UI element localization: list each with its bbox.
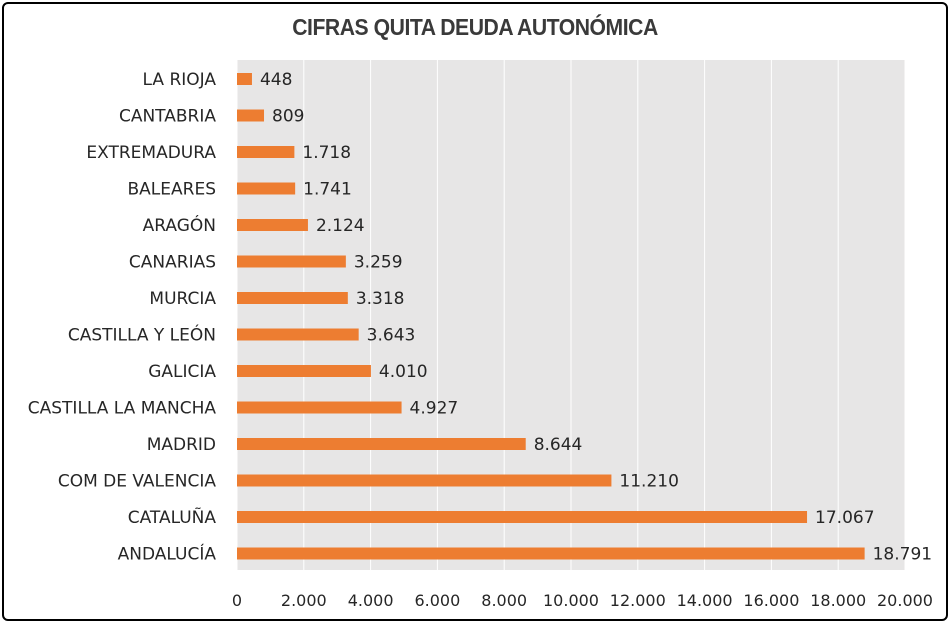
bars — [237, 73, 865, 560]
category-label: MADRID — [147, 435, 216, 455]
value-label: 2.124 — [316, 216, 365, 236]
bar — [237, 328, 359, 341]
category-label: CANTABRIA — [119, 107, 216, 127]
value-label: 1.741 — [303, 180, 352, 200]
value-label: 3.318 — [356, 289, 405, 309]
category-label: EXTREMADURA — [86, 143, 216, 163]
bar — [237, 438, 526, 450]
bar — [237, 474, 612, 487]
bar — [237, 182, 296, 195]
category-label: LA RIOJA — [143, 70, 217, 90]
bar — [237, 219, 308, 231]
value-label: 1.718 — [302, 143, 351, 163]
bar — [237, 146, 295, 158]
value-label: 17.067 — [815, 508, 874, 528]
value-label: 4.010 — [379, 362, 428, 382]
x-tick-label: 20.000 — [877, 591, 933, 610]
bar — [237, 401, 402, 414]
bar — [237, 73, 252, 85]
chart-title: CIFRAS QUITA DEUDA AUTONÓMICA — [292, 14, 658, 40]
bar — [237, 511, 808, 523]
x-tick-labels: 0 2.000 4.000 6.000 8.000 10.000 12.000 14.000 1… — [232, 591, 933, 610]
bar — [237, 109, 265, 122]
category-labels: LA RIOJA CANTABRIA EXTREMADURA BALEARES ARAG… — [28, 70, 217, 565]
category-label: ANDALUCÍA — [118, 543, 217, 565]
x-tick-label: 0 — [232, 591, 242, 610]
value-label: 809 — [272, 107, 304, 127]
category-label: GALICIA — [148, 362, 216, 382]
x-tick-label: 6.000 — [414, 591, 460, 610]
value-label: 3.643 — [367, 326, 416, 346]
x-tick-label: 8.000 — [481, 591, 527, 610]
x-tick-label: 12.000 — [610, 591, 666, 610]
x-tick-label: 4.000 — [348, 591, 394, 610]
value-label: 11.210 — [619, 472, 678, 492]
category-label: MURCIA — [149, 289, 216, 309]
category-label: CATALUÑA — [128, 506, 217, 528]
value-label: 448 — [260, 70, 292, 90]
x-tick-label: 10.000 — [543, 591, 599, 610]
value-label: 8.644 — [534, 435, 583, 455]
x-tick-label: 2.000 — [281, 591, 327, 610]
category-label: CANARIAS — [129, 253, 216, 273]
bar — [237, 365, 371, 377]
bar — [237, 292, 348, 304]
bar — [237, 255, 346, 268]
category-label: BALEARES — [128, 180, 216, 200]
category-label: CASTILLA Y LEÓN — [68, 324, 216, 346]
category-label: ARAGÓN — [143, 214, 216, 236]
value-labels: 448 809 1.718 1.741 2.124 3.259 3.318 3.643 4.01… — [260, 70, 932, 565]
value-label: 4.927 — [410, 399, 459, 419]
x-tick-label: 14.000 — [677, 591, 733, 610]
category-label: CASTILLA LA MANCHA — [28, 399, 217, 419]
category-label: COM DE VALENCIA — [58, 472, 217, 492]
x-tick-label: 16.000 — [743, 591, 799, 610]
value-label: 3.259 — [354, 253, 403, 273]
bar — [237, 547, 865, 560]
value-label: 18.791 — [873, 545, 932, 565]
x-tick-label: 18.000 — [810, 591, 866, 610]
